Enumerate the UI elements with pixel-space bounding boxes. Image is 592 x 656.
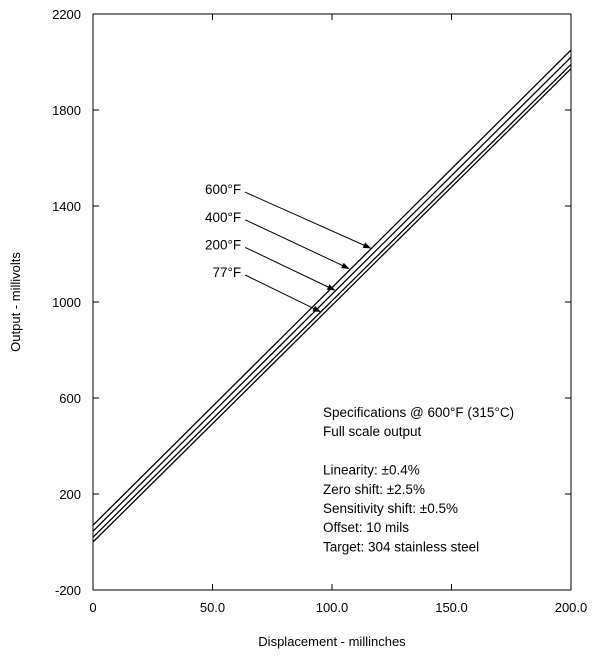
series-line <box>92 56 572 532</box>
series-line <box>92 49 572 526</box>
y-tick-label: 1400 <box>52 199 81 214</box>
tick-layer: 0 50.0 100.0 150.0 200.0 -200 200 600 1000 1400 18… <box>52 7 587 615</box>
spec-line: Sensitivity shift: ±0.5% <box>323 501 458 516</box>
y-tick-label: 200 <box>59 487 81 502</box>
spec-line: Target: 304 stainless steel <box>323 539 479 554</box>
y-tick-label: 600 <box>59 391 81 406</box>
spec-line: Zero shift: ±2.5% <box>323 482 425 497</box>
y-tick-label: 1800 <box>52 103 81 118</box>
x-tick-label: 100.0 <box>316 600 349 615</box>
spec-line: Specifications @ 600°F (315°C) <box>323 405 514 420</box>
series-label: 77°F <box>213 265 242 280</box>
x-tick-label: 150.0 <box>435 600 468 615</box>
series-arrow <box>244 274 321 313</box>
spec-annotation: Specifications @ 600°F (315°C) Full scale… <box>323 405 514 554</box>
series-arrow <box>244 191 372 249</box>
series-label: 200°F <box>205 237 241 252</box>
x-tick-label: 200.0 <box>555 600 588 615</box>
spec-line: Linearity: ±0.4% <box>323 463 420 478</box>
series-arrow <box>244 246 336 291</box>
series-annotation-layer: 600°F 400°F 200°F 77°F <box>205 182 372 313</box>
series-label: 400°F <box>205 210 241 225</box>
y-tick-label: 2200 <box>52 7 81 22</box>
x-tick-label: 0 <box>89 600 96 615</box>
x-axis-label: Displacement - millinches <box>258 634 406 649</box>
spec-line: Full scale output <box>323 424 422 439</box>
y-axis-label: Output - millivolts <box>8 252 23 352</box>
y-tick-label: 1000 <box>52 295 81 310</box>
series-line <box>92 63 572 538</box>
x-tick-label: 50.0 <box>200 600 225 615</box>
y-tick-label: -200 <box>55 583 81 598</box>
spec-line: Offset: 10 mils <box>323 520 409 535</box>
series-arrow <box>244 219 350 269</box>
series-line <box>92 68 572 543</box>
series-label: 600°F <box>205 182 241 197</box>
